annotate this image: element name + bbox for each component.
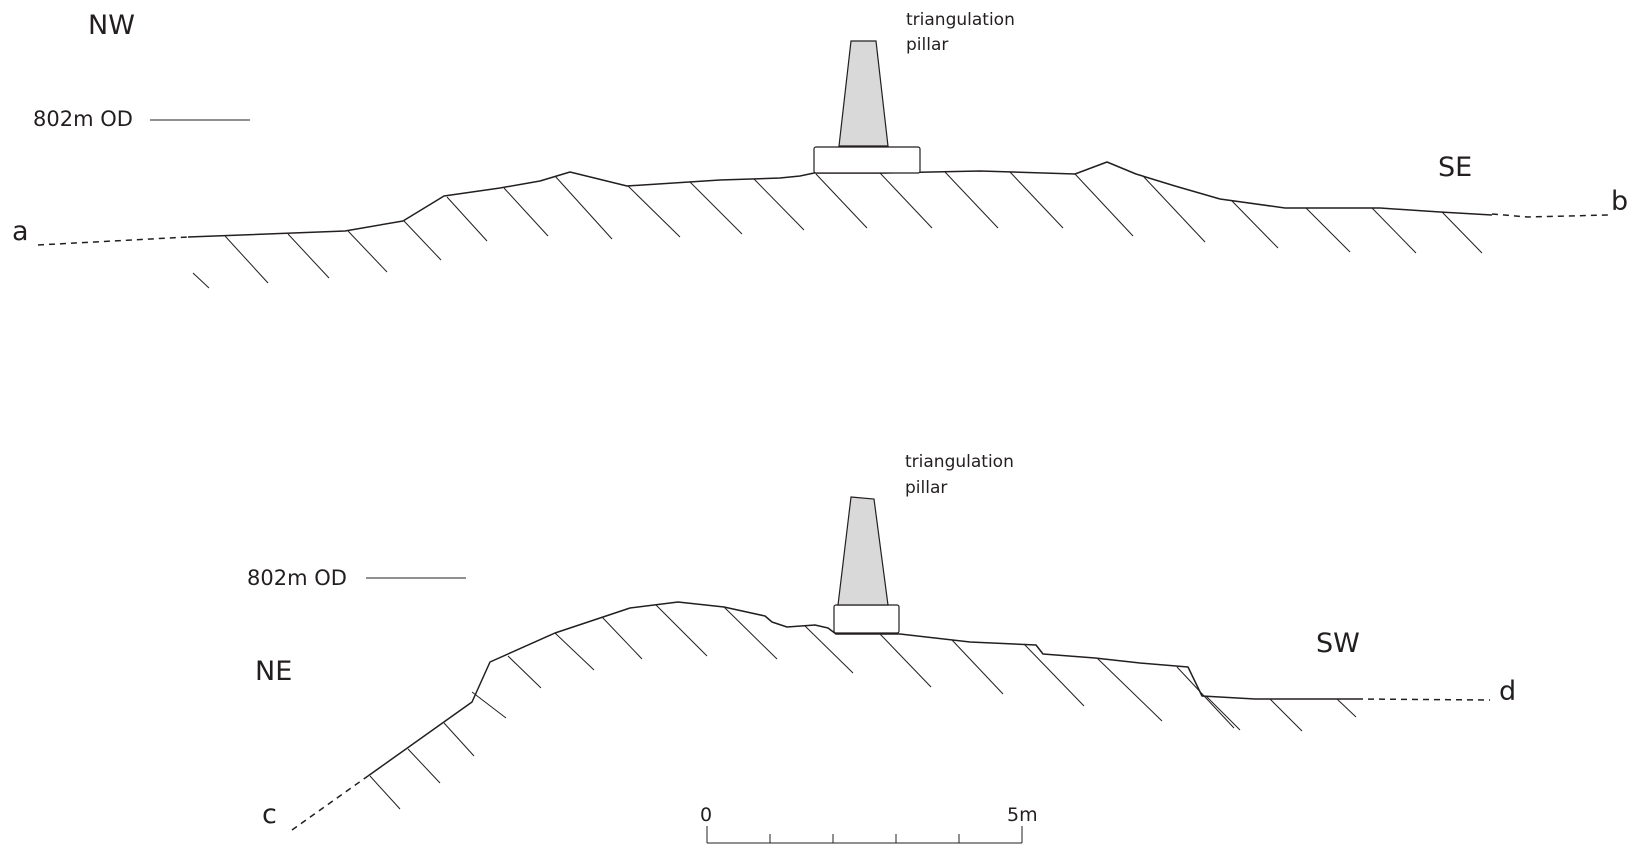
- extrapolated-ground-b: [1491, 213, 1609, 218]
- hatch-line: [1336, 698, 1357, 718]
- pillar-shaft-ab: [838, 40, 889, 147]
- extrapolated-ground-c: [291, 775, 369, 831]
- profile-cd: NE SW 802m OD triangulation pillar c d: [247, 452, 1516, 831]
- point-d-label: d: [1499, 676, 1516, 707]
- hatch-line: [507, 655, 542, 689]
- hatch-line: [1009, 171, 1064, 229]
- extrapolated-ground-d: [1356, 698, 1491, 701]
- hatch-line: [446, 196, 488, 242]
- hatch-line: [1441, 211, 1483, 254]
- hatching-ab: [192, 171, 1483, 289]
- pillar-label-cd-line2: pillar: [905, 478, 947, 498]
- hatch-line: [554, 175, 613, 240]
- hatch-line: [627, 185, 681, 238]
- hatch-line: [443, 722, 475, 757]
- scale-bar: 0 5m: [700, 804, 1038, 844]
- hatch-line: [1371, 207, 1417, 254]
- hatch-line: [1269, 698, 1303, 732]
- hatch-line: [655, 604, 708, 657]
- extrapolated-ground-a: [37, 236, 189, 246]
- hatch-line: [1074, 173, 1134, 237]
- hatch-line: [1142, 175, 1206, 243]
- hatch-line: [1205, 695, 1241, 731]
- hatch-line: [723, 606, 778, 660]
- hatch-line: [689, 181, 743, 235]
- hatch-line: [1023, 643, 1085, 707]
- hatch-line: [1231, 200, 1279, 249]
- hatch-line: [815, 173, 868, 229]
- direction-nw-label: NW: [88, 10, 135, 41]
- datum-label-ab: 802m OD: [33, 107, 133, 131]
- triangulation-pillar-cd: [833, 496, 900, 634]
- hatch-line: [1096, 657, 1163, 722]
- point-b-label: b: [1611, 186, 1628, 217]
- hatch-line: [1305, 207, 1351, 253]
- profile-ab: NW SE 802m OD triangulation pillar a b: [12, 10, 1628, 289]
- hatch-line: [1176, 666, 1235, 729]
- pillar-base-cd: [833, 604, 900, 634]
- pillar-label-ab-line2: pillar: [906, 35, 948, 55]
- hatch-line: [951, 639, 1004, 695]
- hatch-line: [287, 233, 330, 279]
- scale-ticks: [706, 826, 1023, 843]
- scale-start-label: 0: [700, 804, 712, 826]
- hatch-line: [471, 691, 507, 719]
- hatch-line: [879, 633, 932, 688]
- point-a-label: a: [12, 216, 29, 247]
- hatch-line: [192, 272, 210, 289]
- direction-ne-label: NE: [255, 656, 292, 687]
- hatch-line: [554, 632, 595, 671]
- datum-label-cd: 802m OD: [247, 566, 347, 590]
- hatch-line: [224, 235, 269, 284]
- scale-end-label: 5m: [1007, 804, 1038, 826]
- hatch-line: [804, 625, 854, 674]
- triangulation-pillar-ab: [813, 40, 921, 174]
- hatching-cd: [369, 604, 1357, 810]
- pillar-shaft-cd: [837, 496, 889, 606]
- ground-surface-ab: [187, 161, 1493, 238]
- hatch-line: [403, 220, 442, 261]
- hatch-line: [944, 171, 999, 229]
- hatch-line: [369, 775, 401, 810]
- hatch-line: [753, 178, 805, 231]
- hatch-line: [601, 616, 643, 660]
- direction-se-label: SE: [1438, 152, 1472, 183]
- pillar-label-cd-line1: triangulation: [905, 452, 1014, 472]
- hatch-line: [503, 187, 549, 237]
- hatch-line: [347, 230, 388, 273]
- direction-sw-label: SW: [1316, 628, 1360, 659]
- hatch-line: [407, 748, 441, 784]
- pillar-base-ab: [813, 146, 921, 174]
- ground-surface-cd: [367, 601, 1357, 777]
- point-c-label: c: [262, 799, 277, 830]
- pillar-label-ab-line1: triangulation: [906, 10, 1015, 30]
- hatch-line: [879, 172, 933, 229]
